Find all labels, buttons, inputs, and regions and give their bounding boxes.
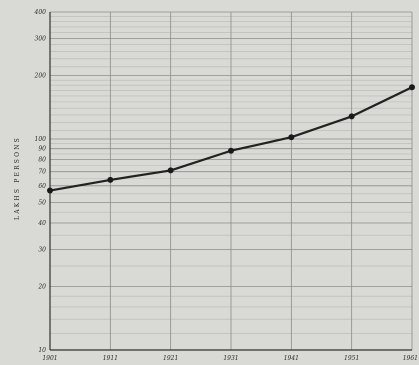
y-tick-label: 60 — [38, 183, 46, 190]
y-tick-label: 90 — [38, 146, 46, 153]
y-tick-label: 200 — [34, 73, 47, 80]
data-point — [228, 147, 234, 154]
y-tick-label: 70 — [38, 169, 46, 176]
x-tick-label: 1941 — [284, 355, 299, 362]
y-tick-labels: 10 20 30 40 50 60 70 80 90 100 200 300 400 — [34, 9, 47, 354]
y-tick-label: 30 — [38, 246, 46, 253]
y-tick-label: 300 — [35, 35, 47, 42]
data-point — [107, 176, 114, 183]
x-tick-label: 1921 — [163, 355, 178, 362]
y-tick-label: 80 — [38, 156, 46, 163]
y-tick-label: 20 — [37, 283, 46, 290]
x-tick-label: 1961 — [403, 355, 418, 362]
y-axis-title: LAKHS PERSONS — [14, 136, 21, 220]
y-tick-label: 10 — [38, 347, 46, 354]
data-point — [167, 167, 174, 174]
y-tick-label: 50 — [38, 200, 46, 207]
x-tick-label: 1951 — [344, 355, 359, 362]
series-group — [47, 84, 415, 194]
axes — [49, 12, 412, 351]
data-point — [47, 187, 53, 194]
data-point — [348, 113, 355, 120]
data-point — [288, 134, 295, 141]
y-tick-label: 100 — [35, 136, 47, 143]
y-tick-label: 40 — [37, 220, 46, 227]
x-tick-label: 1901 — [42, 355, 57, 362]
x-tick-label: 1911 — [103, 355, 118, 362]
grid — [49, 11, 413, 351]
x-tick-label: 1931 — [223, 355, 238, 362]
x-tick-labels: 1901 1911 1921 1931 1941 1951 1961 — [42, 355, 418, 362]
y-tick-label: 400 — [34, 9, 47, 16]
data-point — [409, 84, 415, 91]
